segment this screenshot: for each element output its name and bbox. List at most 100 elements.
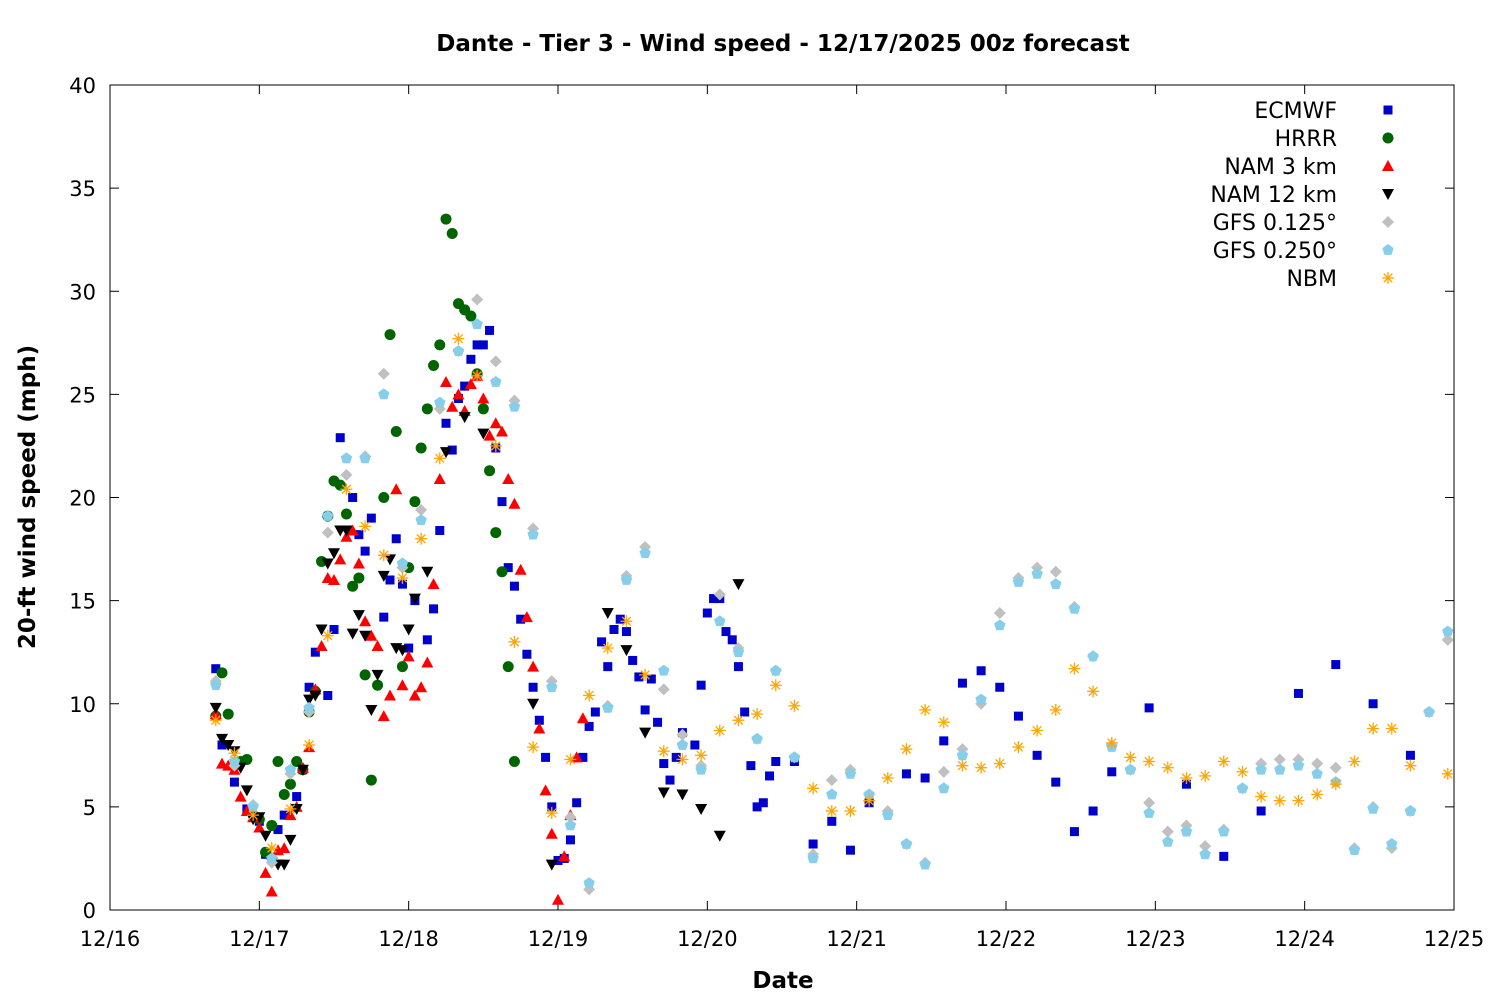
data-point <box>527 660 540 672</box>
data-point <box>396 679 409 691</box>
data-point <box>558 850 571 862</box>
data-point <box>901 769 911 779</box>
x-tick-label: 12/18 <box>378 927 439 951</box>
data-point <box>421 656 434 668</box>
y-tick-label: 30 <box>69 280 96 304</box>
data-point <box>844 805 857 817</box>
data-point <box>863 794 876 807</box>
data-point <box>1180 825 1193 837</box>
data-point <box>460 381 470 391</box>
data-point <box>1348 844 1361 855</box>
data-point <box>564 819 577 831</box>
data-point <box>1069 827 1079 837</box>
legend-marker <box>1382 272 1394 284</box>
data-point <box>477 392 490 404</box>
data-point <box>584 721 594 731</box>
data-point <box>665 775 675 785</box>
data-point <box>1143 796 1156 809</box>
data-point <box>1255 763 1267 775</box>
data-point <box>359 520 372 533</box>
data-point <box>993 757 1006 770</box>
x-tick-label: 12/25 <box>1424 927 1485 951</box>
y-tick-label: 20 <box>69 487 96 511</box>
x-tick-label: 12/19 <box>528 927 589 951</box>
data-point <box>503 563 513 573</box>
x-tick-label: 12/23 <box>1125 927 1186 951</box>
data-point <box>1255 790 1268 803</box>
data-point <box>564 753 577 766</box>
data-point <box>1124 763 1137 775</box>
data-point <box>1199 848 1211 860</box>
x-tick-label: 12/22 <box>976 927 1037 951</box>
data-point <box>440 447 452 459</box>
data-point <box>329 625 339 634</box>
data-point <box>1367 802 1379 814</box>
data-point <box>702 608 712 618</box>
data-point <box>1404 805 1417 816</box>
data-point <box>284 802 297 815</box>
data-point <box>653 717 663 727</box>
data-point <box>471 369 484 382</box>
data-point <box>347 580 359 592</box>
data-point <box>713 588 726 601</box>
y-tick-label: 25 <box>69 383 96 407</box>
data-point <box>465 310 477 322</box>
plot-area <box>109 84 1455 911</box>
data-point <box>415 442 427 454</box>
data-point <box>695 749 708 762</box>
data-point <box>222 708 234 720</box>
data-point <box>727 635 737 645</box>
data-point <box>1404 759 1417 772</box>
data-point <box>769 679 782 692</box>
data-point <box>365 629 378 641</box>
data-point <box>211 664 221 674</box>
data-point <box>365 774 377 786</box>
legend-marker <box>1382 216 1394 228</box>
data-point <box>634 672 644 682</box>
data-point <box>292 792 302 802</box>
data-point <box>541 752 551 762</box>
data-point <box>265 842 278 855</box>
data-point <box>508 756 520 767</box>
data-point <box>365 704 378 716</box>
x-tick-label: 12/20 <box>677 927 738 951</box>
data-point <box>352 557 365 569</box>
data-point <box>352 610 365 622</box>
data-point <box>409 496 421 508</box>
data-point <box>528 682 538 692</box>
data-point <box>1013 711 1023 721</box>
data-point <box>545 859 558 871</box>
data-point <box>620 615 633 628</box>
data-point <box>378 388 390 400</box>
legend: ECMWF HRRR NAM 3 km NAM 12 km GFS 0.125° GFS … <box>1210 99 1394 292</box>
data-point <box>553 856 563 865</box>
data-point <box>1049 703 1062 716</box>
data-point <box>340 483 353 496</box>
data-point <box>721 627 731 637</box>
y-axis: 0 5 10 15 20 25 30 35 40 <box>69 74 1454 923</box>
data-point <box>452 388 465 400</box>
data-point <box>1368 699 1378 709</box>
legend-marker <box>1382 132 1394 144</box>
data-point <box>228 755 241 767</box>
y-tick-label: 10 <box>69 693 96 717</box>
data-point <box>639 727 652 739</box>
data-point <box>377 367 390 380</box>
data-point <box>976 666 986 676</box>
data-point <box>845 845 855 855</box>
data-point <box>402 650 415 662</box>
data-point <box>229 777 239 787</box>
data-point <box>1367 722 1380 735</box>
data-point <box>304 682 314 692</box>
data-point <box>377 710 390 722</box>
data-point <box>1217 755 1230 768</box>
data-point <box>408 593 421 605</box>
data-point <box>1031 724 1044 737</box>
data-point <box>714 615 726 627</box>
data-point <box>404 643 414 653</box>
data-point <box>1162 835 1174 847</box>
data-point <box>956 759 969 772</box>
data-point <box>466 354 476 364</box>
data-point <box>939 736 949 746</box>
data-point <box>259 866 272 878</box>
